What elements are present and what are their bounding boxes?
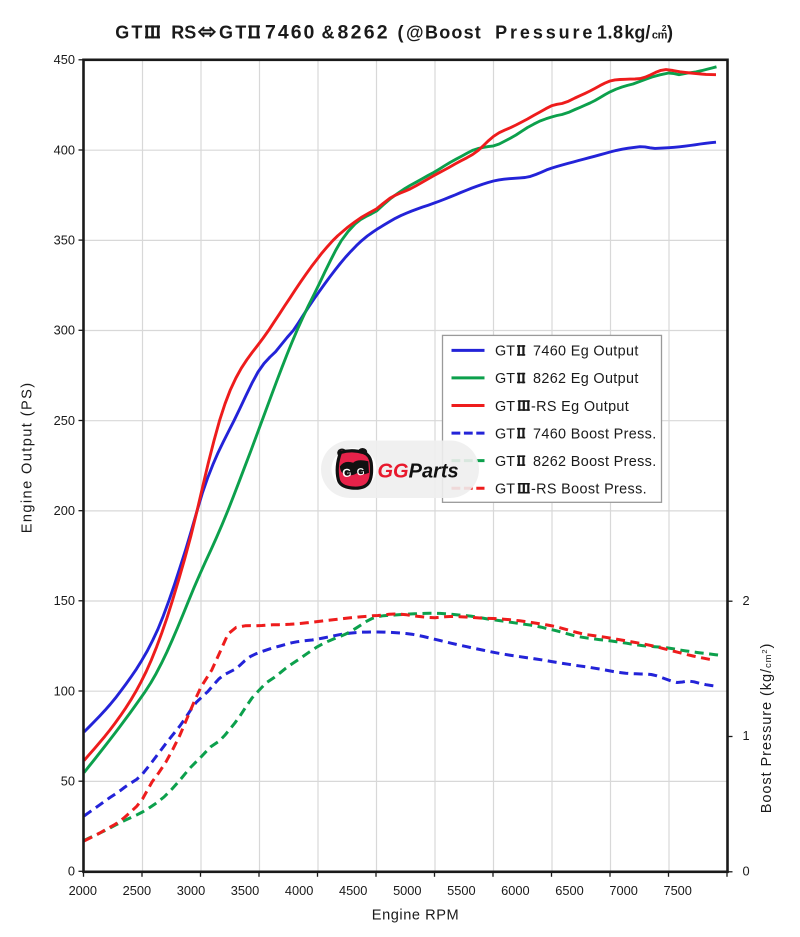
svg-text:2: 2: [743, 593, 750, 608]
svg-text:Engine Output (PS): Engine Output (PS): [19, 382, 35, 534]
svg-text:8262: 8262: [338, 21, 390, 43]
svg-text:G: G: [358, 469, 364, 476]
svg-text:Pressure: Pressure: [495, 22, 595, 42]
svg-text:-RS Eg Output: -RS Eg Output: [531, 399, 629, 415]
svg-text:Engine RPM: Engine RPM: [372, 908, 459, 924]
svg-text:200: 200: [54, 503, 75, 518]
svg-text:5000: 5000: [393, 883, 421, 898]
svg-text:300: 300: [54, 323, 75, 338]
svg-text:3000: 3000: [177, 883, 205, 898]
svg-text:GGParts: GGParts: [378, 461, 459, 483]
svg-text:8262 Eg Output: 8262 Eg Output: [533, 371, 639, 387]
svg-text:RS: RS: [171, 22, 196, 42]
svg-text:2000: 2000: [69, 883, 97, 898]
svg-text:7460: 7460: [265, 21, 316, 43]
svg-text:4000: 4000: [285, 883, 313, 898]
svg-text:): ): [667, 22, 673, 42]
svg-text:Boost Pressure (kg/cm2): Boost Pressure (kg/cm2): [759, 643, 775, 814]
svg-text:150: 150: [54, 593, 75, 608]
svg-text:2500: 2500: [123, 883, 151, 898]
svg-text:@: @: [406, 22, 424, 42]
svg-text:6500: 6500: [555, 883, 583, 898]
svg-text:kg/: kg/: [624, 22, 650, 42]
svg-text:GT: GT: [495, 426, 515, 442]
svg-text:0: 0: [743, 864, 750, 879]
svg-text:7460 Boost Press.: 7460 Boost Press.: [533, 426, 657, 442]
svg-text:350: 350: [54, 233, 75, 248]
svg-text:7500: 7500: [663, 883, 691, 898]
svg-text:50: 50: [61, 774, 75, 789]
svg-text:6000: 6000: [501, 883, 529, 898]
svg-text:G: G: [344, 468, 351, 477]
svg-text:2: 2: [662, 23, 667, 33]
svg-text:-RS Boost Press.: -RS Boost Press.: [531, 482, 647, 498]
svg-text:3500: 3500: [231, 883, 259, 898]
svg-text:250: 250: [54, 413, 75, 428]
svg-text:450: 450: [54, 52, 75, 67]
svg-text:1: 1: [743, 728, 750, 743]
svg-text:Boost: Boost: [425, 22, 482, 42]
svg-text:GT: GT: [495, 344, 515, 360]
svg-text:8262 Boost Press.: 8262 Boost Press.: [533, 454, 657, 470]
svg-text:GT: GT: [495, 371, 515, 387]
svg-text:GT: GT: [495, 482, 515, 498]
svg-text:(: (: [398, 22, 404, 42]
svg-text:G: G: [342, 468, 352, 481]
svg-text:GT: GT: [495, 454, 515, 470]
svg-text:7460 Eg Output: 7460 Eg Output: [533, 344, 639, 360]
svg-text:100: 100: [54, 683, 75, 698]
svg-text:5500: 5500: [447, 883, 475, 898]
svg-text:GT: GT: [219, 22, 248, 42]
svg-text:4500: 4500: [339, 883, 367, 898]
svg-text:G: G: [356, 467, 365, 479]
svg-text:7000: 7000: [609, 883, 637, 898]
svg-text:400: 400: [54, 142, 75, 157]
svg-text:&: &: [322, 22, 335, 42]
svg-text:0: 0: [68, 864, 75, 879]
svg-text:GT: GT: [495, 399, 515, 415]
svg-text:1.8: 1.8: [597, 22, 624, 42]
svg-text:cm: cm: [652, 29, 668, 41]
svg-text:GT: GT: [115, 22, 144, 42]
